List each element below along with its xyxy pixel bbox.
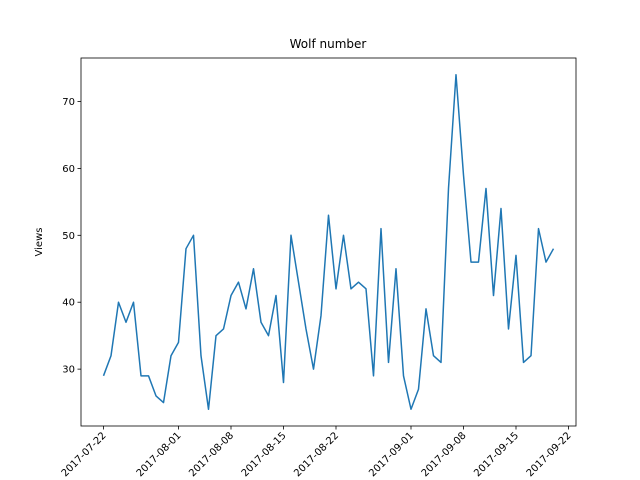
y-tick-label: 60	[62, 164, 75, 175]
x-tick-label: 2017-08-15	[240, 430, 289, 479]
y-tick-label: 30	[62, 365, 75, 376]
x-tick-label: 2017-08-08	[187, 430, 236, 479]
x-tick-label: 2017-09-22	[525, 430, 574, 479]
y-tick-label: 40	[62, 298, 75, 309]
chart-title: Wolf number	[290, 37, 367, 51]
y-tick-label: 70	[62, 97, 75, 108]
line	[102, 73, 555, 411]
plot-frame	[80, 57, 577, 427]
y-axis-label: Views	[34, 228, 45, 257]
x-tick-label: 2017-09-15	[472, 430, 521, 479]
x-tick-label: 2017-07-22	[60, 430, 109, 479]
y-tick-label: 50	[62, 231, 75, 242]
x-tick-label: 2017-09-08	[420, 430, 469, 479]
x-tick-label: 2017-08-22	[292, 430, 341, 479]
x-tick-label: 2017-08-01	[135, 430, 184, 479]
x-tick-label: 2017-09-01	[367, 430, 416, 479]
